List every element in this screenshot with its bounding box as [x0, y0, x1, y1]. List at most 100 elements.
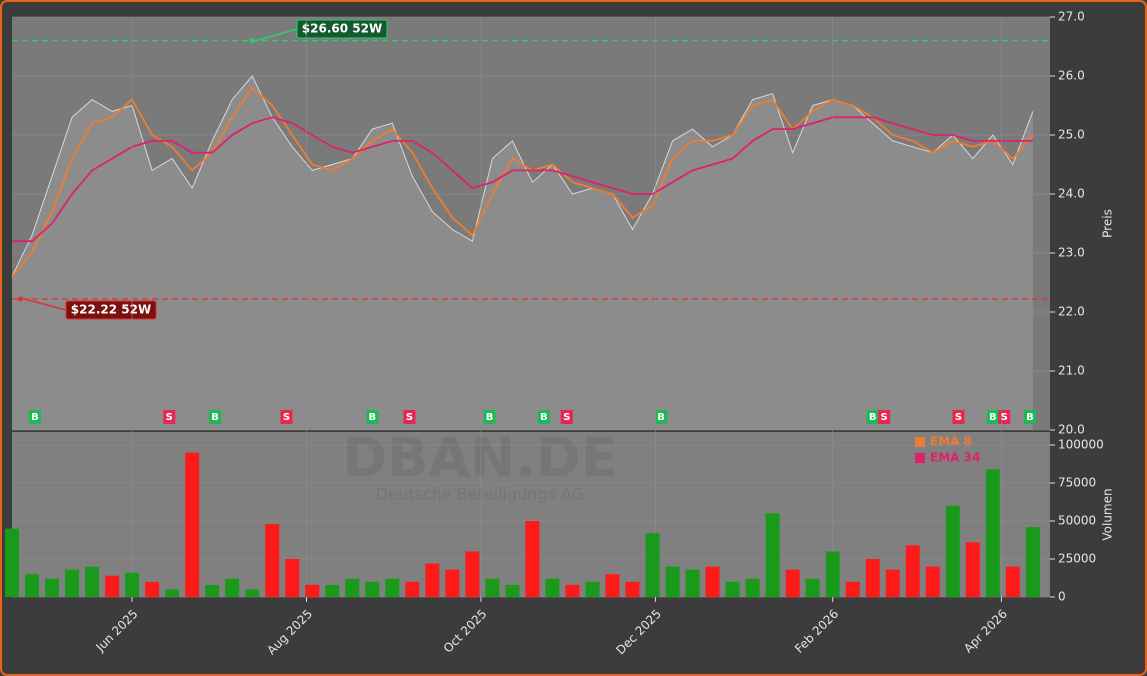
- legend-swatch: [915, 437, 925, 447]
- signal-label: B: [486, 412, 494, 423]
- legend-swatch: [915, 453, 925, 463]
- volume-bar: [225, 578, 240, 597]
- price-area: [12, 76, 1033, 430]
- volume-bar: [885, 569, 900, 597]
- volume-bar: [585, 581, 600, 597]
- volume-bar: [205, 584, 220, 597]
- watermark: DBAN.DE: [342, 427, 617, 490]
- annotation-label: $22.22 52W: [71, 303, 151, 317]
- y-tick-label: 0: [1058, 590, 1066, 604]
- signal-label: S: [406, 412, 413, 423]
- legend-label: EMA 34: [930, 451, 980, 465]
- annotation-label: $26.60 52W: [302, 22, 382, 36]
- volume-bar: [445, 569, 460, 597]
- volume-bar: [485, 578, 500, 597]
- volume-bar: [125, 572, 140, 597]
- volume-bar: [265, 524, 280, 597]
- volume-bar: [465, 551, 480, 597]
- signal-label: S: [283, 412, 290, 423]
- y-tick-label: 100000: [1058, 438, 1104, 452]
- signal-marker: [560, 410, 573, 424]
- volume-bar: [945, 505, 960, 597]
- volume-bar: [785, 569, 800, 597]
- volume-bar: [285, 559, 300, 597]
- y-tick-label: 20.0: [1058, 423, 1085, 437]
- volume-bar: [305, 584, 320, 597]
- annotation-arrow: [24, 298, 67, 311]
- signal-label: B: [869, 412, 877, 423]
- signal-label: S: [955, 412, 962, 423]
- volume-bar: [805, 578, 820, 597]
- signal-label: B: [31, 412, 39, 423]
- y-tick-label: 25000: [1058, 552, 1096, 566]
- y-axis-label: Volumen: [1101, 488, 1115, 540]
- volume-bar: [245, 589, 260, 597]
- y-tick-label: 23.0: [1058, 246, 1085, 260]
- signal-marker: [483, 410, 496, 424]
- plot-layer: forexsignale.trade20.021.022.023.024.025…: [4, 10, 1115, 657]
- signal-marker: [163, 410, 176, 424]
- signal-marker: [28, 410, 41, 424]
- volume-bar: [545, 578, 560, 597]
- annotation-arrow: [255, 28, 298, 42]
- volume-bar: [525, 521, 540, 597]
- signal-marker: [866, 410, 879, 424]
- volume-bar: [905, 545, 920, 597]
- y-axis-label: Preis: [1101, 209, 1115, 238]
- signal-marker: [537, 410, 550, 424]
- signal-marker: [655, 410, 668, 424]
- volume-bar: [825, 551, 840, 597]
- volume-bar: [985, 469, 1000, 597]
- volume-bar: [4, 528, 20, 597]
- volume-bar: [685, 569, 700, 597]
- signal-marker: [986, 410, 999, 424]
- y-tick-label: 22.0: [1058, 305, 1085, 319]
- volume-bar: [725, 581, 740, 597]
- signal-label: B: [211, 412, 219, 423]
- volume-bar: [325, 584, 340, 597]
- volume-bar: [45, 578, 60, 597]
- volume-bar: [565, 584, 580, 597]
- y-tick-label: 27.0: [1058, 10, 1085, 24]
- volume-bar: [625, 581, 640, 597]
- volume-bar: [705, 566, 720, 597]
- volume-bar: [1005, 566, 1020, 597]
- y-tick-label: 24.0: [1058, 187, 1085, 201]
- signal-label: B: [657, 412, 665, 423]
- volume-bar: [65, 569, 80, 597]
- signal-marker: [1023, 410, 1036, 424]
- signal-label: S: [166, 412, 173, 423]
- volume-bar: [425, 563, 440, 597]
- annotation-point: [18, 296, 24, 302]
- annotation-point: [249, 38, 255, 44]
- volume-bar: [145, 581, 160, 597]
- price-line: [11, 75, 1034, 277]
- volume-bar: [105, 575, 120, 597]
- volume-bar: [365, 581, 380, 597]
- y-tick-label: 26.0: [1058, 69, 1085, 83]
- signal-marker: [280, 410, 293, 424]
- volume-bar: [965, 542, 980, 597]
- y-tick-label: 25.0: [1058, 128, 1085, 142]
- volume-bar: [185, 452, 200, 597]
- volume-bar: [165, 589, 180, 597]
- volume-bar: [845, 581, 860, 597]
- signal-marker: [403, 410, 416, 424]
- annotation-box: [65, 300, 157, 320]
- signal-marker: [209, 410, 222, 424]
- signal-label: S: [563, 412, 570, 423]
- signal-label: S: [881, 412, 888, 423]
- watermark-subtitle: Deutsche Beteiligungs AG: [376, 485, 584, 504]
- volume-bar: [405, 581, 420, 597]
- volume-bar: [645, 533, 660, 597]
- volume-bar: [25, 574, 40, 597]
- volume-bar: [665, 566, 680, 597]
- volume-bar: [765, 513, 780, 597]
- volume-bar: [925, 566, 940, 597]
- volume-bar: [865, 559, 880, 597]
- volume-bar: [605, 574, 620, 597]
- volume-bar: [1025, 527, 1040, 597]
- signal-label: B: [540, 412, 548, 423]
- volume-bar: [345, 578, 360, 597]
